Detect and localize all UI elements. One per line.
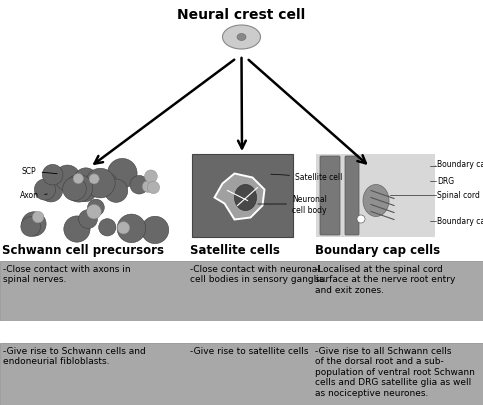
Circle shape	[99, 173, 116, 191]
Text: Boundary cap cells: Boundary cap cells	[315, 243, 440, 256]
Text: Spinal cord: Spinal cord	[437, 191, 480, 200]
Text: Boundary cap cell: Boundary cap cell	[437, 160, 483, 169]
Text: Neuronal
cell body: Neuronal cell body	[258, 195, 327, 214]
Text: -Close contact with axons in
spinal nerves.: -Close contact with axons in spinal nerv…	[3, 264, 130, 284]
Text: Axon: Axon	[20, 191, 47, 200]
Circle shape	[22, 212, 46, 237]
Text: Boundary cap cell: Boundary cap cell	[437, 217, 483, 226]
Circle shape	[117, 215, 146, 243]
FancyBboxPatch shape	[316, 155, 435, 237]
Text: -Give rise to all Schwann cells
of the dorsal root and a sub-
population of vent: -Give rise to all Schwann cells of the d…	[315, 346, 475, 396]
Ellipse shape	[223, 26, 260, 50]
Circle shape	[99, 219, 116, 237]
Circle shape	[85, 169, 115, 198]
Circle shape	[144, 171, 157, 183]
Circle shape	[79, 210, 98, 229]
Text: -Give rise to Schwann cells and
endoneurial fibloblasts.: -Give rise to Schwann cells and endoneur…	[3, 346, 146, 365]
Circle shape	[39, 179, 63, 202]
Text: DRG: DRG	[437, 177, 454, 186]
FancyBboxPatch shape	[0, 321, 483, 343]
Circle shape	[32, 212, 44, 223]
Circle shape	[87, 205, 101, 220]
Circle shape	[43, 165, 63, 185]
Text: -Give rise to satellite cells: -Give rise to satellite cells	[190, 346, 309, 355]
Circle shape	[89, 175, 99, 185]
Ellipse shape	[235, 185, 256, 211]
Text: Schwann cell precursors: Schwann cell precursors	[2, 243, 164, 256]
Circle shape	[147, 182, 159, 194]
Text: -Close contact with neuronal
cell bodies in sensory ganglia.: -Close contact with neuronal cell bodies…	[190, 264, 327, 284]
Circle shape	[87, 200, 104, 216]
Circle shape	[74, 168, 98, 191]
FancyBboxPatch shape	[345, 157, 359, 235]
Ellipse shape	[237, 34, 246, 41]
Text: Neural crest cell: Neural crest cell	[177, 8, 306, 22]
Polygon shape	[214, 174, 265, 220]
Ellipse shape	[363, 185, 389, 217]
Circle shape	[142, 217, 169, 244]
Text: Satellite cell: Satellite cell	[271, 173, 342, 182]
Text: -Localised at the spinal cord
surface at the nerve root entry
and exit zones.: -Localised at the spinal cord surface at…	[315, 264, 455, 294]
Circle shape	[108, 159, 137, 189]
Circle shape	[130, 176, 148, 194]
Circle shape	[21, 217, 41, 237]
Circle shape	[34, 179, 56, 200]
Text: Satellite cells: Satellite cells	[190, 243, 280, 256]
Circle shape	[117, 222, 129, 234]
Circle shape	[104, 180, 128, 203]
Circle shape	[55, 166, 80, 191]
Circle shape	[63, 178, 86, 201]
Circle shape	[357, 215, 365, 224]
FancyBboxPatch shape	[192, 155, 293, 237]
FancyBboxPatch shape	[320, 157, 340, 235]
Circle shape	[100, 174, 117, 191]
FancyBboxPatch shape	[0, 261, 483, 321]
FancyBboxPatch shape	[0, 343, 483, 405]
Circle shape	[65, 175, 93, 202]
Text: SCP: SCP	[22, 167, 57, 176]
Circle shape	[64, 216, 90, 243]
Circle shape	[142, 181, 154, 193]
Circle shape	[73, 174, 84, 184]
Circle shape	[72, 178, 97, 202]
